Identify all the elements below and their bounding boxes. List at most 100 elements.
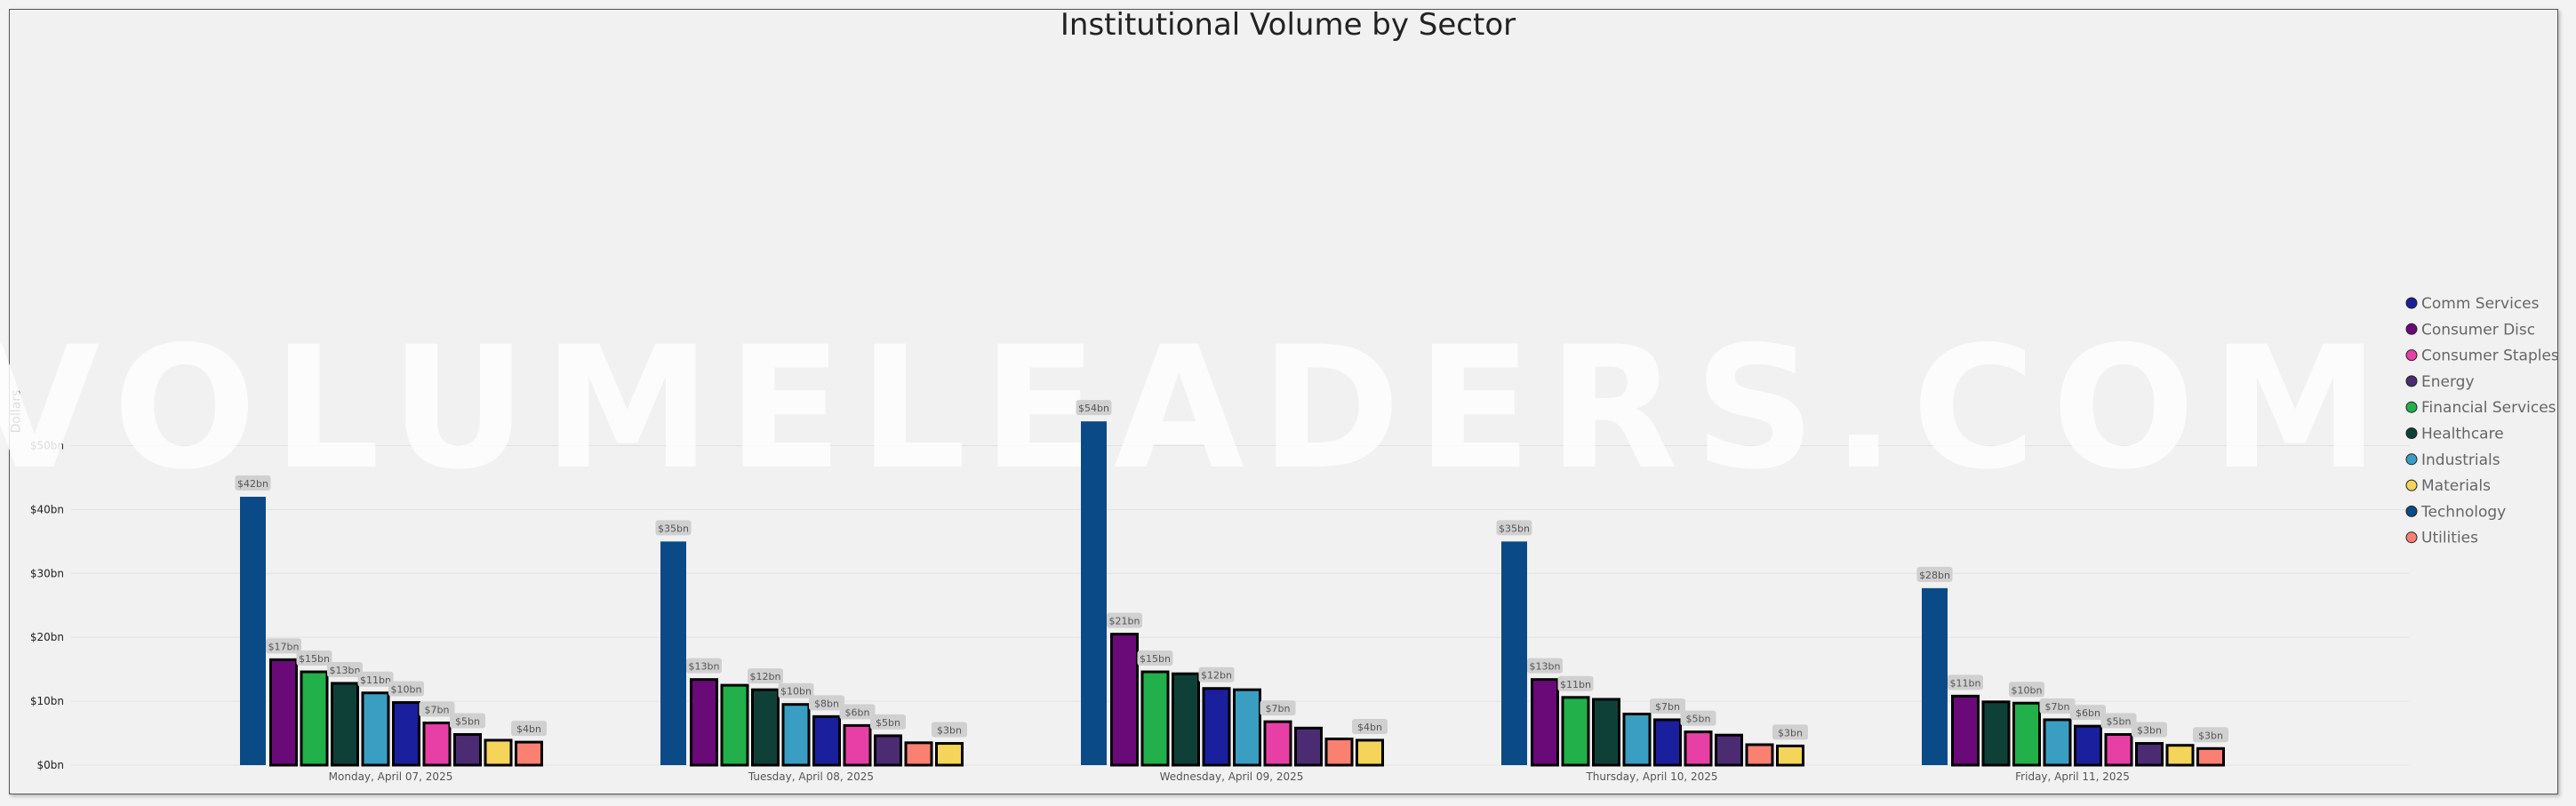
bar-energy[interactable] bbox=[1294, 726, 1323, 767]
data-label: $17bn bbox=[268, 641, 300, 652]
bar-consumer-staples[interactable] bbox=[1684, 730, 1713, 767]
data-label-bg bbox=[357, 671, 394, 687]
bar-financial-services[interactable] bbox=[720, 683, 749, 767]
bar-healthcare[interactable] bbox=[1981, 700, 2011, 767]
bar-consumer-staples[interactable] bbox=[1263, 720, 1292, 767]
bar-consumer-disc[interactable] bbox=[1110, 633, 1139, 767]
bar-industrials[interactable] bbox=[1622, 712, 1652, 767]
data-label-bg bbox=[511, 721, 547, 737]
legend-item[interactable]: Consumer Staples bbox=[2421, 347, 2559, 365]
bar-financial-services[interactable] bbox=[300, 670, 329, 767]
legend-item[interactable]: Consumer Disc bbox=[2421, 321, 2535, 339]
bar-industrials[interactable] bbox=[2043, 718, 2072, 767]
data-label: $10bn bbox=[2012, 684, 2043, 696]
data-label-bg bbox=[1916, 566, 1953, 582]
bar-consumer-disc[interactable] bbox=[269, 658, 298, 767]
bar-consumer-disc[interactable] bbox=[1531, 678, 1559, 767]
bar-utilities[interactable] bbox=[1324, 738, 1354, 767]
bar-comm-services[interactable] bbox=[812, 714, 841, 767]
data-label-bg bbox=[2039, 698, 2076, 714]
bar-financial-services[interactable] bbox=[1140, 670, 1170, 767]
bar-technology[interactable] bbox=[1922, 587, 1948, 765]
bar-materials[interactable] bbox=[1776, 744, 1804, 767]
x-category-label: Friday, April 11, 2025 bbox=[2015, 770, 2130, 783]
bar-energy[interactable] bbox=[453, 732, 482, 767]
bar-healthcare[interactable] bbox=[1172, 672, 1200, 767]
data-label: $6bn bbox=[2076, 707, 2100, 719]
bar-consumer-staples[interactable] bbox=[843, 723, 872, 767]
legend-item[interactable]: Utilities bbox=[2421, 530, 2478, 547]
legend-item[interactable]: Comm Services bbox=[2421, 295, 2540, 313]
data-label-bg bbox=[932, 722, 967, 738]
bar-materials[interactable] bbox=[2165, 744, 2195, 767]
y-tick-label: $0bn bbox=[37, 759, 65, 771]
data-label-bg bbox=[1772, 724, 1808, 740]
legend-swatch bbox=[2405, 375, 2418, 387]
bar-materials[interactable] bbox=[484, 738, 513, 767]
data-label: $35bn bbox=[1499, 523, 1530, 534]
bar-comm-services[interactable] bbox=[1202, 687, 1231, 767]
legend-item[interactable]: Industrials bbox=[2421, 451, 2500, 469]
data-label-bg bbox=[1137, 650, 1173, 666]
bar-industrials[interactable] bbox=[781, 703, 811, 767]
bar-healthcare[interactable] bbox=[1592, 698, 1620, 767]
data-label-bg bbox=[1680, 710, 1716, 726]
data-label-bg bbox=[748, 668, 783, 684]
data-label: $12bn bbox=[1201, 670, 1232, 682]
legend-item[interactable]: Energy bbox=[2421, 373, 2475, 391]
bar-technology[interactable] bbox=[660, 541, 686, 765]
data-label: $5bn bbox=[1686, 714, 1711, 725]
legend-swatch bbox=[2405, 531, 2418, 544]
data-label-bg bbox=[2100, 713, 2137, 729]
bar-technology[interactable] bbox=[1501, 541, 1527, 765]
bar-energy[interactable] bbox=[1715, 733, 1743, 767]
bar-comm-services[interactable] bbox=[2074, 724, 2102, 767]
data-label-bg bbox=[1076, 400, 1112, 416]
bar-consumer-disc[interactable] bbox=[1951, 694, 1980, 767]
y-tick-label: $10bn bbox=[30, 695, 64, 707]
legend-swatch bbox=[2405, 297, 2418, 309]
bar-energy[interactable] bbox=[2135, 742, 2164, 767]
data-label: $10bn bbox=[391, 684, 422, 696]
legend-item[interactable]: Materials bbox=[2421, 477, 2491, 495]
data-label-bg bbox=[655, 520, 692, 536]
data-label: $5bn bbox=[876, 717, 900, 729]
bar-utilities[interactable] bbox=[515, 740, 543, 767]
bar-consumer-staples[interactable] bbox=[422, 722, 452, 767]
bar-utilities[interactable] bbox=[1745, 743, 1774, 767]
data-label-bg bbox=[1948, 674, 1983, 690]
legend-item[interactable]: Healthcare bbox=[2421, 426, 2504, 443]
bar-industrials[interactable] bbox=[361, 691, 390, 767]
data-label: $10bn bbox=[780, 686, 812, 698]
bar-healthcare[interactable] bbox=[331, 682, 359, 767]
data-label: $5bn bbox=[455, 715, 480, 727]
legend-item[interactable]: Financial Services bbox=[2421, 399, 2556, 417]
data-label-bg bbox=[1107, 612, 1142, 628]
bar-materials[interactable] bbox=[1356, 738, 1384, 767]
bar-healthcare[interactable] bbox=[751, 688, 780, 767]
data-label: $12bn bbox=[750, 671, 781, 682]
bar-industrials[interactable] bbox=[1233, 688, 1261, 767]
data-label: $7bn bbox=[1655, 701, 1680, 713]
legend-swatch bbox=[2405, 401, 2418, 413]
bar-comm-services[interactable] bbox=[392, 701, 420, 767]
bar-comm-services[interactable] bbox=[1653, 718, 1682, 767]
bar-materials[interactable] bbox=[935, 742, 964, 767]
bar-financial-services[interactable] bbox=[1561, 696, 1590, 767]
data-label: $3bn bbox=[2198, 730, 2223, 741]
bar-financial-services[interactable] bbox=[2012, 701, 2041, 767]
bar-energy[interactable] bbox=[874, 734, 902, 767]
bar-technology[interactable] bbox=[240, 497, 266, 765]
x-category-label: Tuesday, April 08, 2025 bbox=[748, 770, 874, 783]
data-label: $42bn bbox=[237, 478, 268, 490]
bar-technology[interactable] bbox=[1081, 421, 1107, 765]
bar-utilities[interactable] bbox=[2196, 746, 2225, 767]
bar-consumer-disc[interactable] bbox=[690, 678, 718, 767]
bar-utilities[interactable] bbox=[904, 741, 933, 767]
bar-consumer-staples[interactable] bbox=[2104, 732, 2133, 767]
data-label: $3bn bbox=[2137, 725, 2162, 737]
legend-item[interactable]: Technology bbox=[2420, 503, 2506, 521]
data-label-bg bbox=[266, 638, 301, 654]
data-label: $54bn bbox=[1078, 403, 1109, 414]
data-label-bg bbox=[296, 650, 332, 666]
